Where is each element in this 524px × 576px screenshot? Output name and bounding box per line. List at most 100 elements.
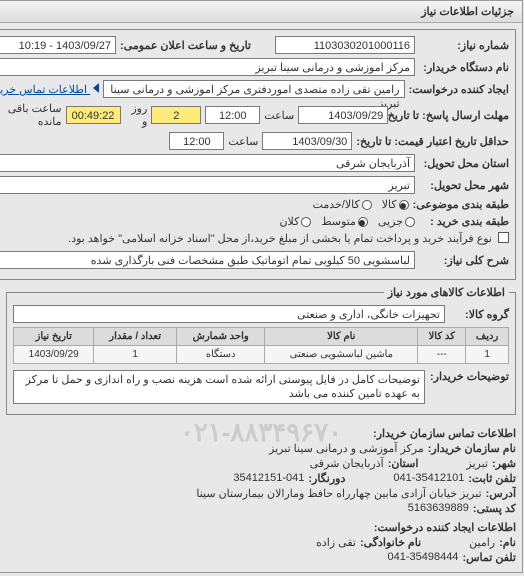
row-size-group: طبقه بندی خرید : جزیی متوسط کلان (0, 215, 510, 228)
cell: ماشین لباسشویی صنعتی (266, 346, 419, 364)
spacer (423, 457, 463, 470)
radio-kala[interactable]: کالا (383, 198, 410, 211)
state-value: آذربایجان شرقی (311, 457, 385, 470)
buyer-label: نام دستگاه خریدار: (420, 61, 510, 74)
radio-large[interactable]: کلان (280, 215, 312, 228)
cell: 1403/09/29 (15, 346, 95, 364)
radio-mid-label: متوسط (322, 215, 357, 228)
contact-phone-label: تلفن تماس: (463, 551, 517, 564)
radio-dot-icon (363, 200, 373, 210)
goods-fieldset: اطلاعات کالاهای مورد نیاز گروه کالا: تجه… (7, 286, 517, 415)
goods-group-field: تجهیزات خانگی، اداری و صنعتی (14, 305, 446, 323)
remain-suffix: ساعت باقی مانده (0, 102, 63, 128)
postal-value: 5163639889 (409, 502, 470, 515)
subject-radio-group: کالا کالا/خدمت (314, 198, 410, 211)
requester-notes-label: توضیحات خریدار: (430, 370, 510, 383)
cell: --- (419, 346, 467, 364)
col-name: نام کالا (266, 328, 419, 346)
col-date: تاریخ نیاز (15, 328, 95, 346)
deadline-date: 1403/09/29 (299, 106, 389, 124)
row-need-title: شرح کلی نیاز: لباسشویی 50 کیلویی تمام ات… (0, 251, 510, 269)
row-org: نام سازمان خریدار: مرکز آموزشی و درمانی … (7, 442, 517, 455)
row-firstname: نام: رامین نام خانوادگی: تقی زاده (7, 536, 517, 549)
row-delivery-state: استان محل تحویل: آذربایجان شرقی (0, 154, 510, 172)
row-validuntil: حداقل تاریخ اعتبار قیمت: تا تاریخ: 1403/… (0, 132, 510, 150)
arrow-left-icon (94, 83, 100, 93)
buyer-contact-title: اطلاعات تماس سازمان خریدار: (7, 427, 517, 440)
radio-khadamat[interactable]: کالا/خدمت (314, 198, 373, 211)
org-value: مرکز آموزشی و درمانی سینا تبریز (270, 442, 425, 455)
row-deadline: مهلت ارسال پاسخ: تا تاریخ: 1403/09/29 سا… (0, 102, 510, 128)
goods-legend: اطلاعات کالاهای مورد نیاز (385, 286, 510, 299)
requester-field: رامین تقی زاده متصدی اموردفتری مرکز اموز… (104, 80, 405, 98)
radio-dot-icon (400, 200, 410, 210)
validuntil-date: 1403/09/30 (263, 132, 353, 150)
requester-notes-field: توضیحات کامل در فایل پیوستی ارائه شده اس… (14, 370, 426, 404)
col-unit: واحد شمارش (177, 328, 265, 346)
row-contact-phone: تلفن تماس: 041-35498444 (7, 551, 517, 564)
goods-table: ردیف کد کالا نام کالا واحد شمارش تعداد /… (14, 327, 510, 364)
row-goods-group: گروه کالا: تجهیزات خانگی، اداری و صنعتی (14, 305, 510, 323)
radio-dot-icon (359, 217, 369, 227)
deadline-hour: 12:00 (206, 106, 261, 124)
radio-small-label: جزیی (379, 215, 404, 228)
radio-dot-icon (302, 217, 312, 227)
phone-label: تلفن ثابت: (469, 472, 517, 485)
need-title-field: لباسشویی 50 کیلویی تمام اتوماتیک طبق مشخ… (0, 251, 416, 269)
radio-kala-label: کالا (383, 198, 398, 211)
radio-mid[interactable]: متوسط (322, 215, 369, 228)
validuntil-label: حداقل تاریخ اعتبار قیمت: تا تاریخ: (357, 135, 510, 148)
contact-section: ۰۲۱-۸۸۳۴۹۶۷۰ اطلاعات تماس سازمان خریدار:… (7, 421, 517, 566)
row-buyer: نام دستگاه خریدار: مرکز اموزشی و درمانی … (0, 58, 510, 76)
window-title: جزئیات اطلاعات نیاز (422, 6, 515, 18)
requester-contact-title: اطلاعات ایجاد کننده درخواست: (7, 521, 517, 534)
row-subject-group: طبقه بندی موضوعی: کالا کالا/خدمت (0, 198, 510, 211)
checkbox-icon[interactable] (499, 232, 510, 243)
col-qty: تعداد / مقدار (95, 328, 178, 346)
col-row: ردیف (467, 328, 510, 346)
row-requester-notes: توضیحات خریدار: توضیحات کامل در فایل پیو… (14, 370, 510, 404)
radio-small[interactable]: جزیی (379, 215, 416, 228)
spacer (426, 536, 466, 549)
titlebar: جزئیات اطلاعات نیاز (1, 1, 523, 23)
cell: دستگاه (177, 346, 265, 364)
row-purchase-note: نوع فرآیند خرید و پرداخت تمام یا بخشی از… (0, 232, 510, 245)
request-no-field: 1103030201000116 (276, 36, 416, 54)
remain-days: 2 (152, 106, 202, 124)
need-title-label: شرح کلی نیاز: (420, 254, 510, 267)
purchase-note: نوع فرآیند خرید و پرداخت تمام یا بخشی از… (0, 232, 493, 245)
header-fieldset: شماره نیاز: 1103030201000116 تاریخ و ساع… (0, 29, 517, 280)
buyer-contact-link[interactable]: اطلاعات تماس خریدار (0, 83, 100, 96)
buyer-field: مرکز اموزشی و درمانی سینا تبریز (0, 58, 416, 76)
table-header-row: ردیف کد کالا نام کالا واحد شمارش تعداد /… (15, 328, 510, 346)
content: شماره نیاز: 1103030201000116 تاریخ و ساع… (1, 23, 523, 572)
lastname-value: تقی زاده (317, 536, 357, 549)
deadline-hour-label: ساعت (265, 109, 295, 122)
address-value: تبریز خیابان آزادی مابین چهارراه حافظ وم… (197, 487, 482, 500)
org-label: نام سازمان خریدار: (429, 442, 517, 455)
delivery-city-label: شهر محل تحویل: (420, 179, 510, 192)
fax-value: 35412151-041 (234, 472, 305, 485)
radio-khadamat-label: کالا/خدمت (314, 198, 361, 211)
row-address: آدرس: تبریز خیابان آزادی مابین چهارراه ح… (7, 487, 517, 500)
cell: 1 (95, 346, 178, 364)
col-code: کد کالا (419, 328, 467, 346)
delivery-state-field: آذربایجان شرقی (0, 154, 416, 172)
city-label: شهر: (493, 457, 517, 470)
spacer (350, 472, 390, 485)
postal-label: کد پستی: (474, 502, 517, 515)
subject-group-label: طبقه بندی موضوعی: (414, 198, 510, 211)
size-radio-group: جزیی متوسط کلان (280, 215, 416, 228)
delivery-state-label: استان محل تحویل: (420, 157, 510, 170)
announce-field: 1403/09/27 - 10:19 (0, 36, 117, 54)
contact-phone-value: 041-35498444 (388, 551, 459, 564)
request-no-label: شماره نیاز: (420, 39, 510, 52)
remain-days-label: روز و (126, 102, 149, 128)
deadline-label: مهلت ارسال پاسخ: تا تاریخ: (393, 109, 510, 122)
row-postal: کد پستی: 5163639889 (7, 502, 517, 515)
phone-value: 041-35412101 (394, 472, 465, 485)
firstname-value: رامین (470, 536, 496, 549)
state-label: استان: (389, 457, 420, 470)
row-delivery-city: شهر محل تحویل: تبریز (0, 176, 510, 194)
row-phone-fax: تلفن ثابت: 041-35412101 دورنگار: 3541215… (7, 472, 517, 485)
